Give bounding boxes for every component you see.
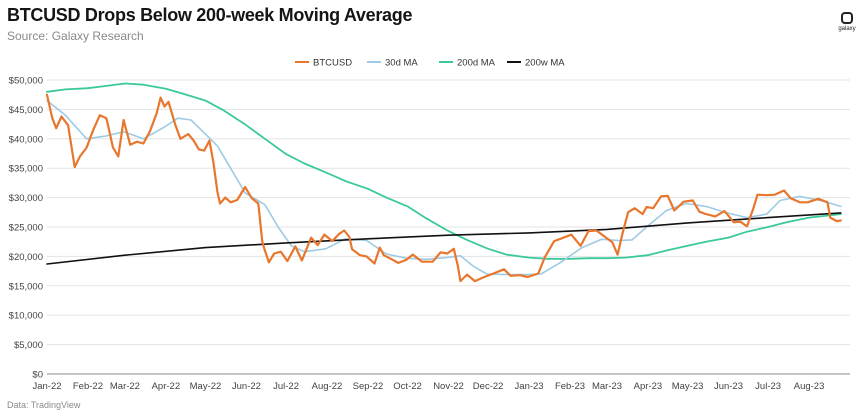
galaxy-logo-icon: [841, 12, 853, 24]
x-tick-label: May-23: [672, 381, 704, 392]
y-tick-label: $0: [32, 370, 43, 381]
x-tick-label: Mar-23: [592, 381, 622, 392]
x-tick-label: Apr-23: [634, 381, 663, 392]
chart-legend: BTCUSD 30d MA 200d MA 200w MA: [295, 58, 565, 69]
x-tick-label: Jun-22: [232, 381, 261, 392]
y-tick-label: $15,000: [9, 281, 43, 292]
data-source-note: Data: TradingView: [7, 400, 81, 410]
x-tick-label: May-22: [190, 381, 222, 392]
y-tick-label: $40,000: [9, 134, 43, 145]
y-tick-label: $35,000: [9, 164, 43, 175]
y-axis-ticks: $0 $5,000 $10,000 $15,000 $20,000 $25,000 $30,…: [9, 76, 43, 381]
x-tick-label: Jul-23: [755, 381, 781, 392]
x-tick-label: Dec-22: [473, 381, 504, 392]
chart-svg: $0 $5,000 $10,000 $15,000 $20,000 $25,000 $30,…: [9, 58, 850, 392]
x-tick-label: Jan-23: [515, 381, 544, 392]
legend-label-30d-ma: 30d MA: [385, 58, 418, 69]
chart-series: [45, 82, 842, 283]
chart-subtitle: Source: Galaxy Research: [7, 29, 144, 43]
x-tick-label: Jul-22: [273, 381, 299, 392]
y-tick-label: $50,000: [9, 76, 43, 87]
series-line-btcusd: [45, 93, 842, 283]
legend-label-btcusd: BTCUSD: [313, 58, 352, 69]
x-tick-label: Nov-22: [433, 381, 464, 392]
x-axis-ticks: Jan-22 Feb-22 Mar-22 Apr-22 May-22 Jun-22 Jul-…: [32, 381, 824, 392]
galaxy-logo: galaxy: [834, 12, 860, 32]
legend-label-200d-ma: 200d MA: [457, 58, 496, 69]
x-tick-label: Apr-22: [152, 381, 181, 392]
legend-label-200w-ma: 200w MA: [525, 58, 565, 69]
x-tick-label: Sep-22: [353, 381, 384, 392]
x-tick-label: Mar-22: [110, 381, 140, 392]
chart-title: BTCUSD Drops Below 200-week Moving Avera…: [7, 5, 413, 25]
chart-gridlines: [47, 79, 850, 375]
y-tick-label: $5,000: [14, 340, 43, 351]
x-tick-label: Jun-23: [714, 381, 743, 392]
y-tick-label: $10,000: [9, 311, 43, 322]
y-tick-label: $30,000: [9, 193, 43, 204]
y-tick-label: $25,000: [9, 223, 43, 234]
x-tick-label: Oct-22: [393, 381, 422, 392]
series-line-200w-ma: [46, 212, 842, 265]
x-tick-label: Jan-22: [32, 381, 61, 392]
x-tick-label: Feb-22: [73, 381, 103, 392]
galaxy-logo-text: galaxy: [838, 26, 856, 32]
series-line-200d-ma: [46, 82, 842, 260]
y-tick-label: $45,000: [9, 105, 43, 116]
x-tick-label: Aug-22: [312, 381, 343, 392]
series-line-30d-ma: [46, 99, 842, 276]
x-tick-label: Aug-23: [794, 381, 825, 392]
x-tick-label: Feb-23: [555, 381, 585, 392]
y-tick-label: $20,000: [9, 252, 43, 263]
